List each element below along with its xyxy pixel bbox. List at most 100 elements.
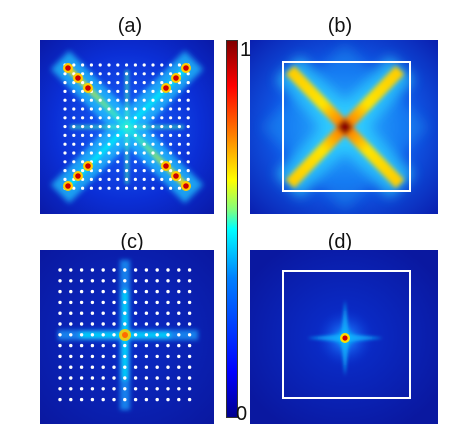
lattice-dot (160, 125, 164, 129)
lattice-dot (63, 81, 67, 85)
lattice-dot (63, 72, 67, 76)
lattice-dot (90, 300, 95, 305)
lattice-dot (133, 186, 137, 190)
lattice-dot (89, 116, 93, 120)
lattice-dot (142, 63, 146, 67)
lattice-dot (116, 151, 120, 155)
lattice-dot (125, 107, 129, 111)
lattice-dot (177, 142, 181, 146)
lattice-dot (81, 169, 85, 173)
lattice-dot (177, 160, 181, 164)
lattice-dot (81, 142, 85, 146)
hotspot-core (163, 163, 169, 169)
lattice-dot (186, 72, 190, 76)
lattice-dot (81, 81, 85, 85)
lattice-dot (177, 279, 181, 283)
hotspot-core (75, 75, 81, 81)
lattice-dot (166, 289, 170, 294)
lattice-dot (123, 289, 127, 294)
lattice-dot (144, 311, 149, 315)
lattice-dot (69, 311, 73, 315)
lattice-dot (116, 98, 120, 102)
lattice-dot (151, 160, 155, 164)
panel-c (40, 250, 214, 424)
lattice-dot (125, 133, 129, 137)
panel-d (250, 250, 438, 424)
lattice-dot (101, 333, 105, 337)
lattice-dot (107, 177, 111, 181)
lattice-dot (142, 89, 146, 93)
lattice-dot (155, 333, 159, 337)
lattice-dot (90, 268, 95, 272)
lattice-dot (98, 98, 102, 102)
lattice-dot (63, 169, 67, 173)
lattice-dot (125, 142, 129, 146)
lattice-dot (142, 151, 146, 155)
lattice-dot (169, 133, 173, 137)
lattice-dot (155, 387, 159, 391)
lattice-dot (125, 169, 129, 173)
lattice-dot (112, 376, 116, 380)
hotspot-core (65, 65, 71, 71)
lattice-dot (166, 279, 170, 283)
lattice-dot (63, 125, 67, 129)
lattice-dot (144, 387, 149, 391)
lattice-dot (142, 125, 146, 129)
lattice-dot (166, 300, 170, 305)
lattice-dot (58, 343, 62, 348)
lattice-dot (166, 322, 170, 326)
hotspot-core (173, 75, 179, 81)
lattice-dot (89, 125, 93, 129)
lattice-dot (63, 98, 67, 102)
lattice-dot (144, 300, 149, 305)
lattice-dot (116, 89, 120, 93)
lattice-dot (169, 98, 173, 102)
lattice-dot (107, 98, 111, 102)
lattice-dot (123, 322, 127, 326)
lattice-dot (116, 142, 120, 146)
panel-b (250, 40, 438, 214)
lattice-dot (177, 186, 181, 190)
lattice-dot (72, 116, 76, 120)
lattice-dot (116, 81, 120, 85)
lattice-dot (166, 376, 170, 380)
lattice-dot (142, 169, 146, 173)
lattice-dot (79, 354, 84, 359)
lattice-dot (98, 116, 102, 120)
lattice-dot (58, 365, 62, 369)
lattice-dot (166, 387, 170, 391)
lattice-dot (79, 279, 84, 283)
lattice-dot (142, 72, 146, 76)
lattice-dot (155, 279, 159, 283)
lattice-dot (98, 89, 102, 93)
lattice-dot (133, 107, 137, 111)
lattice-dot (142, 116, 146, 120)
lattice-dot (107, 125, 111, 129)
hotspot-core (85, 163, 91, 169)
lattice-dot (133, 89, 137, 93)
lattice-dot (79, 300, 84, 305)
lattice-dot (169, 151, 173, 155)
lattice-dot (177, 169, 181, 173)
lattice-dot (166, 354, 170, 359)
lattice-dot (186, 177, 190, 181)
lattice-dot (177, 333, 181, 337)
lattice-dot (187, 365, 192, 369)
lattice-dot (98, 186, 102, 190)
lattice-dot (69, 322, 73, 326)
lattice-dot (112, 322, 116, 326)
hotspot-core (183, 65, 189, 71)
lattice-dot (72, 89, 76, 93)
lattice-dot (69, 387, 73, 391)
lattice-dot (133, 279, 138, 283)
lattice-dot (186, 116, 190, 120)
lattice-dot (89, 98, 93, 102)
lattice-dot (144, 365, 149, 369)
lattice-dot (186, 142, 190, 146)
lattice-dot (116, 177, 120, 181)
lattice-dot (155, 289, 159, 294)
lattice-dot (169, 142, 173, 146)
lattice-dot (58, 376, 62, 380)
lattice-dot (133, 133, 137, 137)
